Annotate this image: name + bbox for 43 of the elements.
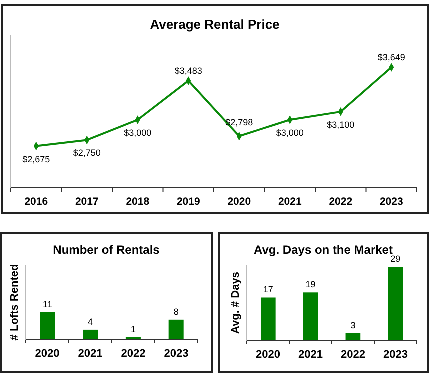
data-label: 1 [130, 324, 136, 334]
x-tick-label: 2022 [121, 348, 146, 360]
x-tick-label: 2017 [75, 196, 99, 208]
x-tick-label: 2021 [278, 196, 302, 208]
data-label: $3,100 [327, 120, 355, 130]
data-label: $3,649 [378, 52, 406, 63]
data-label: 4 [88, 316, 94, 327]
data-label: 8 [174, 306, 179, 317]
chart-title: Average Rental Price [150, 17, 280, 32]
x-tick-label: 2021 [298, 349, 323, 361]
data-label: 19 [306, 280, 316, 290]
chart-title: Avg. Days on the Market [254, 243, 393, 257]
x-tick-label: 2021 [78, 348, 103, 360]
x-tick-label: 2022 [329, 196, 353, 208]
bar [83, 330, 98, 340]
bar [388, 267, 404, 341]
data-label: 3 [350, 320, 356, 330]
data-label: $2,675 [22, 154, 50, 164]
bar [260, 298, 276, 341]
bar [40, 312, 56, 340]
data-label: $2,750 [73, 148, 101, 158]
y-axis-title: Avg. # Days [230, 272, 242, 334]
x-tick-label: 2020 [228, 196, 252, 208]
data-label: 17 [263, 284, 274, 295]
data-label: $3,483 [174, 66, 202, 76]
x-tick-label: 2018 [126, 196, 150, 208]
x-tick-label: 2023 [164, 348, 189, 360]
x-tick-label: 2023 [380, 196, 404, 208]
x-tick-label: 2023 [384, 349, 408, 361]
bar [303, 292, 318, 341]
x-tick-label: 2022 [341, 349, 366, 361]
data-label: 11 [42, 299, 52, 310]
y-axis-title: # Lofts Rented [9, 264, 21, 341]
bar [168, 320, 184, 340]
data-label: 29 [390, 254, 401, 264]
bar [346, 333, 361, 341]
x-tick-label: 2020 [256, 349, 280, 361]
x-tick-label: 2019 [176, 196, 200, 208]
x-tick-label: 2020 [35, 348, 60, 360]
x-tick-label: 2016 [24, 196, 48, 208]
chart-title: Number of Rentals [53, 243, 160, 257]
data-label: $3,000 [276, 128, 304, 138]
data-label: $3,000 [124, 128, 152, 138]
